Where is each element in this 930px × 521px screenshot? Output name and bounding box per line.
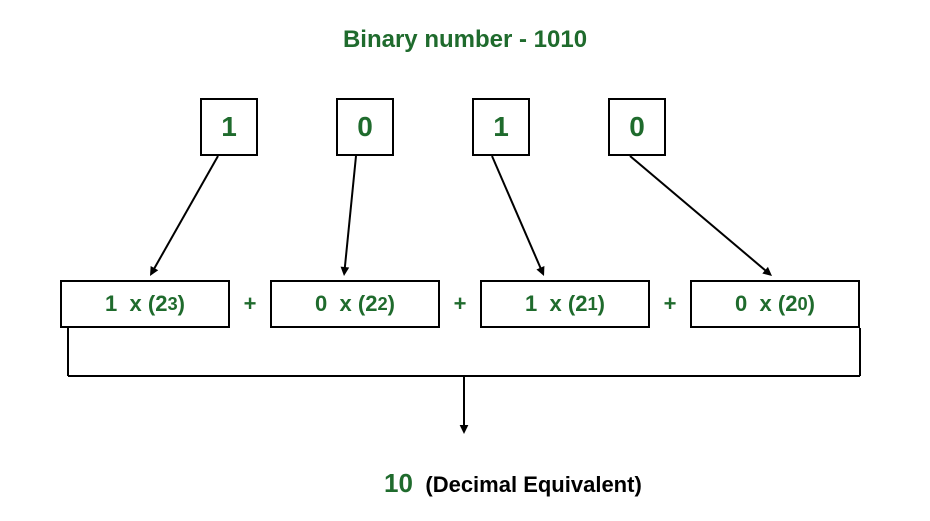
plus-sign: + xyxy=(454,291,467,317)
base: 2 xyxy=(785,291,797,317)
mult: x xyxy=(550,291,562,317)
sp xyxy=(117,291,129,317)
base: 2 xyxy=(365,291,377,317)
power-term-box: 0 x (20) xyxy=(690,280,860,328)
binary-digit: 0 xyxy=(629,111,645,143)
mult: x xyxy=(130,291,142,317)
binary-digit-box: 0 xyxy=(336,98,394,156)
result-row: 10 (Decimal Equivalent) xyxy=(384,468,642,499)
rparen: ) xyxy=(598,291,605,317)
exp: 2 xyxy=(377,293,387,315)
sp xyxy=(537,291,549,317)
binary-digit-box: 0 xyxy=(608,98,666,156)
exp: 1 xyxy=(587,293,597,315)
result-value: 10 xyxy=(384,468,413,498)
coef: 0 xyxy=(735,291,747,317)
mult: x xyxy=(340,291,352,317)
exp: 0 xyxy=(797,293,807,315)
lparen: ( xyxy=(778,291,785,317)
result-label: (Decimal Equivalent) xyxy=(425,472,641,497)
sp xyxy=(327,291,339,317)
coef: 0 xyxy=(315,291,327,317)
binary-digit-box: 1 xyxy=(200,98,258,156)
title-text: Binary number - 1010 xyxy=(343,26,587,53)
power-term-box: 1 x (21) xyxy=(480,280,650,328)
coef: 1 xyxy=(105,291,117,317)
rparen: ) xyxy=(178,291,185,317)
power-term-box: 0 x (22) xyxy=(270,280,440,328)
lparen: ( xyxy=(358,291,365,317)
base: 2 xyxy=(155,291,167,317)
exp: 3 xyxy=(167,293,177,315)
diagram-title: Binary number - 1010 xyxy=(0,26,930,54)
mult: x xyxy=(760,291,772,317)
coef: 1 xyxy=(525,291,537,317)
plus-sign: + xyxy=(664,291,677,317)
base: 2 xyxy=(575,291,587,317)
power-term-box: 1 x (23) xyxy=(60,280,230,328)
sp xyxy=(747,291,759,317)
rparen: ) xyxy=(808,291,815,317)
binary-digit: 1 xyxy=(493,111,509,143)
lparen: ( xyxy=(568,291,575,317)
binary-digit: 1 xyxy=(221,111,237,143)
lparen: ( xyxy=(148,291,155,317)
binary-digit-box: 1 xyxy=(472,98,530,156)
plus-sign: + xyxy=(244,291,257,317)
rparen: ) xyxy=(388,291,395,317)
binary-digit: 0 xyxy=(357,111,373,143)
connector-lines xyxy=(0,0,930,521)
